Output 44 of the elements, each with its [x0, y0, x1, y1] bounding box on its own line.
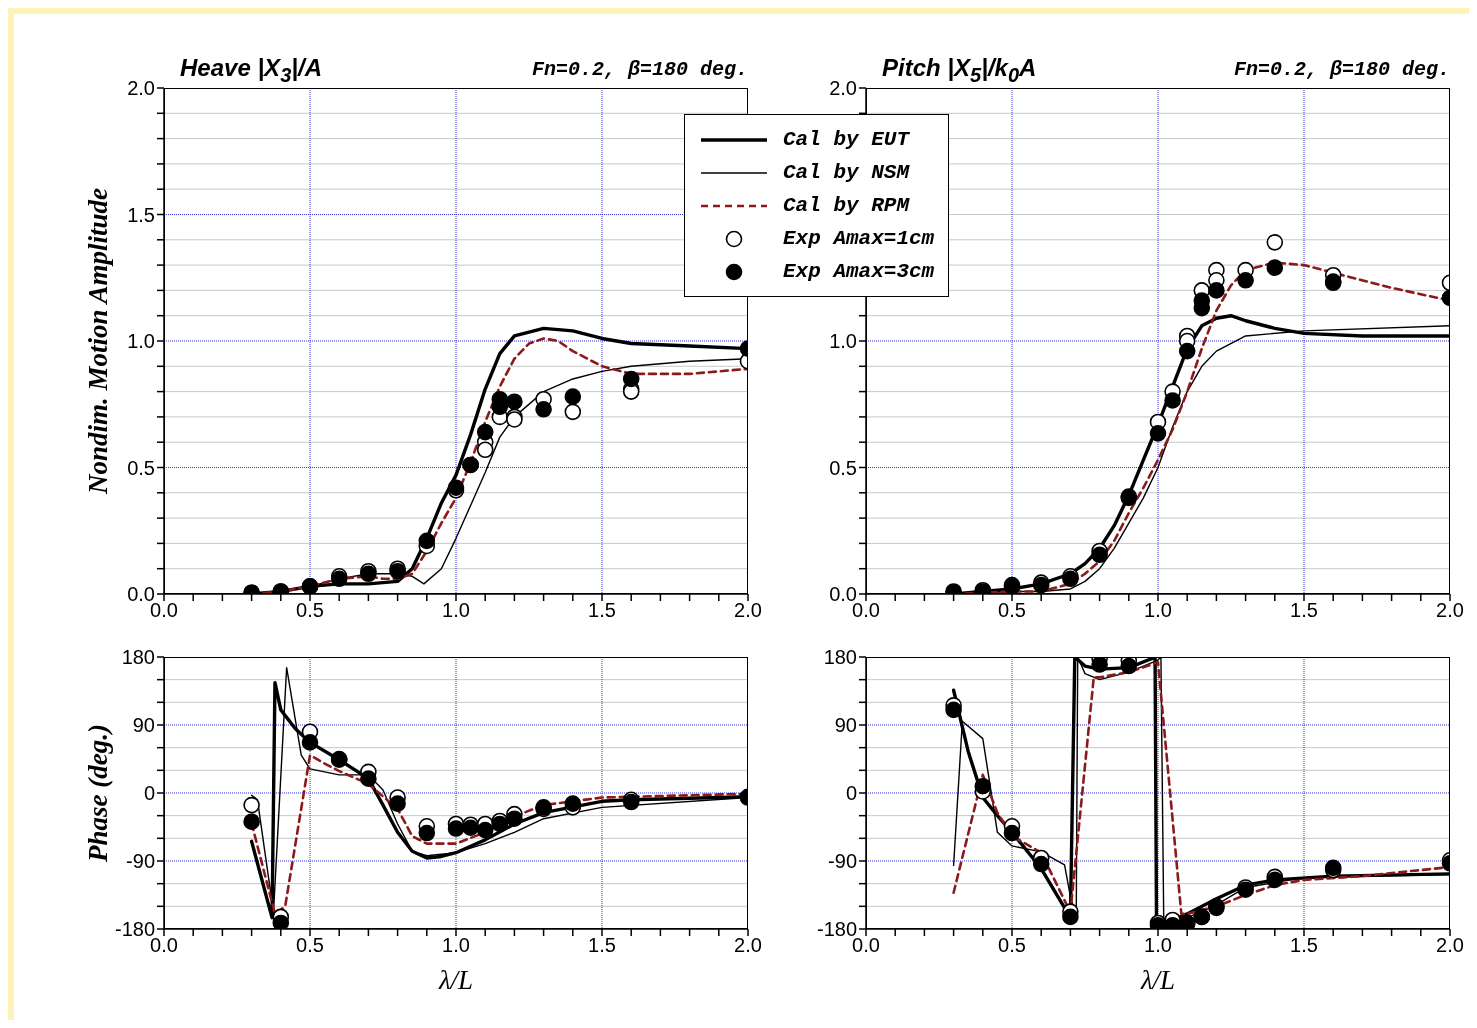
x-axis-title: λ/L	[1140, 965, 1176, 996]
x-tick-label: 1.5	[588, 934, 616, 957]
legend-label: Cal by NSM	[783, 161, 910, 184]
x-tick-label: 0.5	[296, 599, 324, 622]
legend-label: Cal by RPM	[783, 194, 910, 217]
y-tick-label: 1.0	[127, 330, 155, 353]
x-tick-label: 2.0	[734, 934, 762, 957]
y-tick-label: 1.5	[127, 203, 155, 226]
chart-subtitle: Fn=0.2, β=180 deg.	[1233, 58, 1450, 81]
legend-label: Exp Amax=1cm	[783, 227, 935, 250]
chart-title: Pitch |X$_{5}$|/k$_{0}$A	[882, 54, 1037, 87]
x-tick-label: 0.5	[998, 599, 1026, 622]
x-tick-label: 1.0	[1144, 934, 1172, 957]
y-tick-label: -90	[126, 850, 155, 873]
y-tick-label: 0	[143, 782, 155, 805]
y-tick-label: 0	[845, 782, 857, 805]
x-tick-label: 0.5	[998, 934, 1026, 957]
y-axis-title: Nondim. Motion Amplitude	[82, 188, 114, 494]
y-tick-label: 2.0	[829, 77, 857, 100]
y-tick-label: 0.5	[127, 456, 155, 479]
x-tick-label: 2.0	[734, 599, 762, 622]
x-tick-label: 1.0	[442, 934, 470, 957]
x-tick-label: 1.5	[588, 599, 616, 622]
x-tick-label: 2.0	[1436, 934, 1464, 957]
chart-title: Heave |X$_{3}$|/A	[180, 54, 322, 87]
y-tick-label: 90	[834, 714, 857, 737]
x-tick-label: 1.5	[1290, 934, 1318, 957]
y-axis-title: Phase (deg.)	[82, 724, 114, 862]
y-tick-label: 2.0	[127, 77, 155, 100]
legend-label: Cal by EUT	[783, 128, 910, 151]
y-tick-label: 1.0	[829, 330, 857, 353]
x-tick-label: 1.5	[1290, 599, 1318, 622]
legend-label: Exp Amax=3cm	[783, 260, 935, 283]
x-tick-label: 0.5	[296, 934, 324, 957]
x-axis-title: λ/L	[438, 965, 474, 996]
y-tick-label: 0.5	[829, 456, 857, 479]
y-tick-label: 180	[121, 646, 155, 669]
y-tick-label: 90	[132, 714, 155, 737]
y-tick-label: -90	[828, 850, 857, 873]
x-tick-label: 1.0	[1144, 599, 1172, 622]
x-tick-label: 1.0	[442, 599, 470, 622]
y-tick-label: 180	[823, 646, 857, 669]
x-tick-label: 2.0	[1436, 599, 1464, 622]
chart-subtitle: Fn=0.2, β=180 deg.	[531, 58, 748, 81]
